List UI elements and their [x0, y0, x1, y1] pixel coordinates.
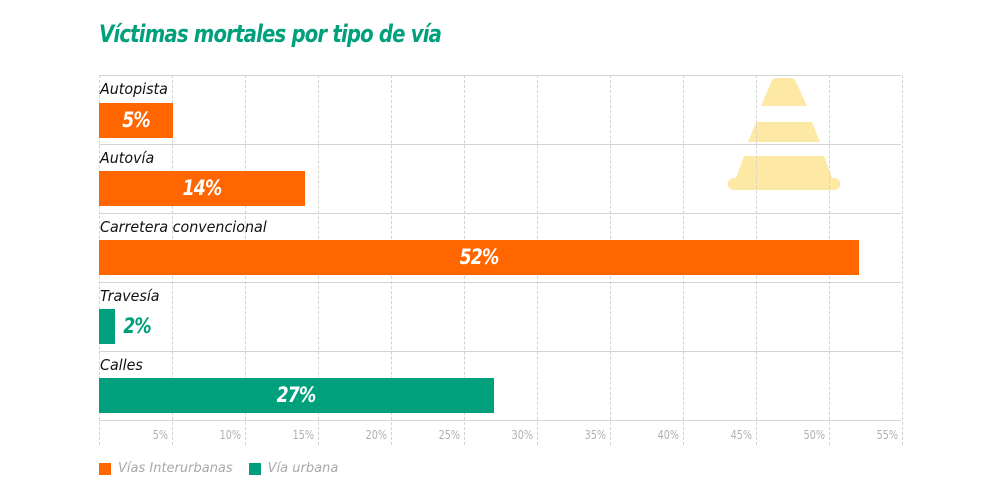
legend-swatch-orange: [99, 462, 111, 475]
x-tick: 55%: [876, 428, 898, 442]
legend-label: Vías Interurbanas: [118, 461, 233, 476]
row-separator: [99, 75, 901, 76]
bar-autopista: 5%: [99, 103, 173, 138]
category-label-travesia: Travesía: [100, 287, 160, 305]
legend-label: Vía urbana: [267, 461, 339, 476]
x-tick: 45%: [730, 428, 752, 442]
bar-value-label: 5%: [122, 108, 150, 132]
row-separator: [99, 282, 901, 283]
legend: Vías Interurbanas Vía urbana: [99, 461, 354, 476]
gridline-55: [902, 75, 903, 445]
category-label-autopista: Autopista: [100, 80, 168, 98]
row-separator: [99, 351, 901, 352]
bar-travesia: 2%: [99, 309, 152, 344]
category-label-carretera-convencional: Carretera convencional: [100, 218, 267, 236]
legend-item-urbana: Vía urbana: [248, 461, 339, 476]
x-tick: 10%: [219, 428, 241, 442]
bar-value-label: 27%: [276, 383, 317, 407]
bar-value-label: 52%: [459, 245, 500, 269]
legend-swatch-green: [248, 462, 261, 475]
legend-item-interurbanas: Vías Interurbanas: [99, 461, 233, 476]
row-separator: [99, 144, 901, 145]
x-tick: 20%: [365, 428, 387, 442]
axis-baseline: [99, 420, 901, 421]
x-tick: 50%: [803, 428, 825, 442]
bar-carretera-convencional: 52%: [99, 240, 859, 275]
bar-autovia: 14%: [99, 171, 305, 206]
row-separator: [99, 213, 901, 214]
chart-title: Víctimas mortales por tipo de vía: [99, 20, 442, 48]
bar-calles: 27%: [99, 378, 494, 413]
x-tick: 15%: [292, 428, 314, 442]
x-tick: 40%: [657, 428, 679, 442]
x-tick: 25%: [438, 428, 460, 442]
x-tick: 35%: [584, 428, 606, 442]
category-label-calles: Calles: [100, 356, 143, 374]
bar-value-label: 14%: [182, 176, 223, 200]
traffic-cone-icon: [728, 78, 840, 190]
x-tick: 5%: [152, 428, 168, 442]
category-label-autovia: Autovía: [100, 149, 155, 167]
x-tick: 30%: [511, 428, 533, 442]
bar-value-label: 2%: [123, 314, 151, 338]
